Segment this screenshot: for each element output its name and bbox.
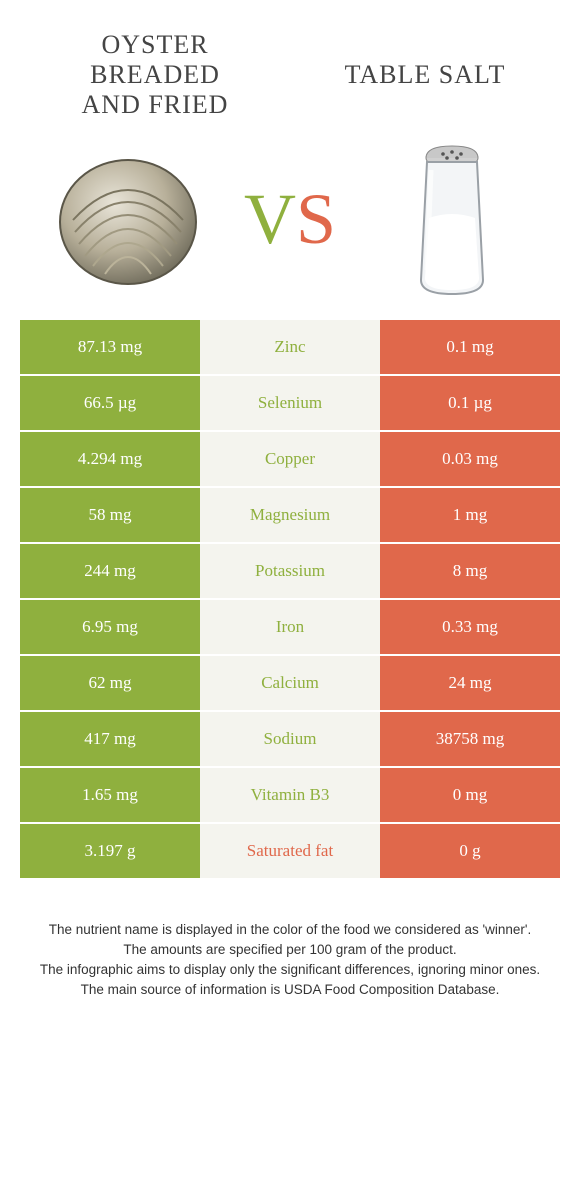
footer-line: The infographic aims to display only the… (30, 960, 550, 980)
vs-label: VS (244, 178, 336, 261)
table-row: 58 mgMagnesium1 mg (20, 488, 560, 544)
nutrient-label: Calcium (200, 656, 380, 712)
title-line: breaded (35, 60, 275, 90)
nutrient-label: Potassium (200, 544, 380, 600)
nutrient-table: 87.13 mgZinc0.1 mg66.5 µgSelenium0.1 µg4… (20, 320, 560, 880)
footer-line: The nutrient name is displayed in the co… (30, 920, 550, 940)
right-value: 38758 mg (380, 712, 560, 768)
left-value: 244 mg (20, 544, 200, 600)
nutrient-label: Vitamin B3 (200, 768, 380, 824)
right-value: 0.1 µg (380, 376, 560, 432)
left-value: 58 mg (20, 488, 200, 544)
header: Oyster breaded and fried Table salt (0, 0, 580, 130)
left-value: 1.65 mg (20, 768, 200, 824)
nutrient-label: Selenium (200, 376, 380, 432)
right-value: 0.1 mg (380, 320, 560, 376)
right-value: 0.03 mg (380, 432, 560, 488)
right-value: 0.33 mg (380, 600, 560, 656)
title-line: Oyster (35, 30, 275, 60)
table-row: 62 mgCalcium24 mg (20, 656, 560, 712)
left-value: 62 mg (20, 656, 200, 712)
right-value: 8 mg (380, 544, 560, 600)
nutrient-label: Magnesium (200, 488, 380, 544)
right-value: 1 mg (380, 488, 560, 544)
table-row: 417 mgSodium38758 mg (20, 712, 560, 768)
vs-v: V (244, 178, 296, 261)
nutrient-label: Sodium (200, 712, 380, 768)
table-row: 87.13 mgZinc0.1 mg (20, 320, 560, 376)
table-row: 4.294 mgCopper0.03 mg (20, 432, 560, 488)
left-value: 66.5 µg (20, 376, 200, 432)
table-row: 3.197 gSaturated fat0 g (20, 824, 560, 880)
table-row: 6.95 mgIron0.33 mg (20, 600, 560, 656)
left-value: 417 mg (20, 712, 200, 768)
left-value: 6.95 mg (20, 600, 200, 656)
right-value: 0 g (380, 824, 560, 880)
title-line: Table salt (305, 60, 545, 90)
nutrient-label: Zinc (200, 320, 380, 376)
nutrient-label: Iron (200, 600, 380, 656)
footer-notes: The nutrient name is displayed in the co… (30, 920, 550, 1001)
vs-s: S (296, 178, 336, 261)
left-value: 3.197 g (20, 824, 200, 880)
nutrient-label: Saturated fat (200, 824, 380, 880)
right-value: 0 mg (380, 768, 560, 824)
table-row: 244 mgPotassium8 mg (20, 544, 560, 600)
salt-shaker-icon (407, 140, 497, 300)
title-line: and fried (35, 90, 275, 120)
footer-line: The main source of information is USDA F… (30, 980, 550, 1000)
right-food-image (372, 140, 532, 300)
table-row: 1.65 mgVitamin B30 mg (20, 768, 560, 824)
left-value: 87.13 mg (20, 320, 200, 376)
footer-line: The amounts are specified per 100 gram o… (30, 940, 550, 960)
nutrient-label: Copper (200, 432, 380, 488)
table-row: 66.5 µgSelenium0.1 µg (20, 376, 560, 432)
images-row: VS (0, 130, 580, 320)
left-food-image (48, 140, 208, 300)
left-value: 4.294 mg (20, 432, 200, 488)
left-food-title: Oyster breaded and fried (35, 30, 275, 120)
oyster-icon (53, 150, 203, 290)
right-food-title: Table salt (305, 30, 545, 90)
right-value: 24 mg (380, 656, 560, 712)
